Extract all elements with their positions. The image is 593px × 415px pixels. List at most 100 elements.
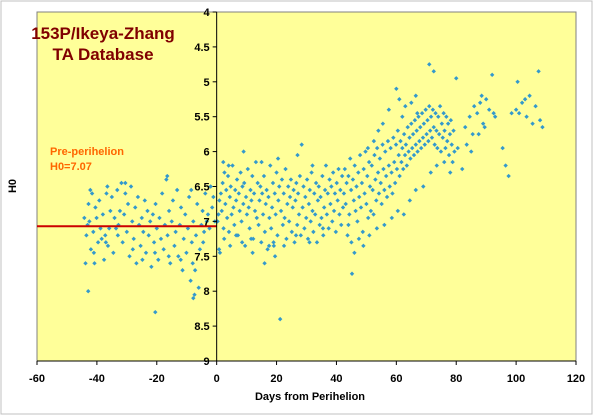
data-point	[364, 201, 369, 207]
data-point	[359, 180, 365, 186]
data-point	[362, 191, 367, 196]
data-point	[374, 198, 379, 203]
data-point	[403, 104, 408, 109]
y-tick-label: 8	[204, 286, 210, 298]
data-point	[427, 62, 432, 67]
x-axis-title: Days from Perihelion	[255, 391, 365, 403]
data-point	[361, 243, 366, 249]
data-point	[191, 219, 196, 224]
data-point	[394, 86, 399, 91]
data-point	[230, 163, 235, 168]
data-point	[261, 173, 267, 179]
data-point	[252, 208, 258, 214]
data-point	[451, 128, 456, 133]
data-point	[401, 166, 406, 172]
x-tick-label: 20	[270, 373, 282, 385]
data-point	[406, 149, 411, 154]
data-point	[311, 229, 316, 235]
data-point	[115, 233, 121, 238]
data-point	[386, 107, 392, 112]
data-point	[97, 198, 102, 203]
data-point	[87, 219, 92, 224]
data-point	[280, 222, 286, 228]
data-point	[331, 208, 337, 214]
data-point	[211, 194, 216, 200]
data-point	[186, 194, 192, 200]
data-point	[442, 159, 447, 165]
data-point	[348, 187, 354, 193]
data-point	[169, 219, 174, 224]
data-point	[391, 135, 396, 140]
data-point	[244, 212, 250, 217]
data-point	[432, 142, 437, 147]
data-point	[243, 194, 249, 200]
data-point	[253, 159, 259, 165]
data-point	[390, 191, 395, 196]
data-point	[241, 149, 246, 154]
data-point	[374, 145, 380, 151]
data-point	[286, 219, 292, 224]
data-point	[189, 187, 194, 193]
data-point	[353, 208, 358, 214]
data-point	[363, 149, 368, 154]
data-point	[251, 191, 257, 196]
data-point	[293, 198, 298, 203]
data-point	[396, 152, 401, 158]
data-point	[375, 170, 381, 175]
data-point	[449, 142, 454, 147]
data-point	[257, 198, 262, 203]
data-point	[358, 205, 364, 210]
data-point	[405, 124, 410, 130]
data-point	[415, 111, 420, 116]
data-point	[374, 226, 380, 231]
data-point	[128, 184, 134, 189]
data-point	[267, 215, 272, 221]
data-point	[323, 163, 329, 168]
data-point	[239, 240, 245, 245]
data-point	[313, 180, 319, 186]
data-point	[392, 180, 398, 186]
y-tick-label: 4.5	[194, 42, 209, 54]
data-point	[221, 236, 227, 242]
data-point	[233, 187, 238, 193]
data-point	[168, 261, 173, 266]
data-point	[386, 163, 392, 168]
data-point	[415, 149, 420, 154]
y-axis-ticks: 4 4.5 5 5.5 6 6.5 7 7.5 8 8.5 9	[194, 7, 217, 368]
data-point	[389, 215, 395, 221]
y-tick-label: 5.5	[194, 112, 209, 124]
data-point	[289, 229, 295, 235]
data-point	[221, 226, 226, 231]
data-point	[140, 257, 145, 262]
data-point	[515, 79, 520, 84]
data-point	[196, 285, 201, 290]
data-point	[89, 191, 95, 196]
data-point	[293, 233, 299, 238]
data-point	[310, 208, 315, 214]
data-point	[370, 187, 375, 193]
data-point	[241, 201, 246, 207]
data-point	[325, 191, 330, 196]
data-point	[157, 215, 162, 221]
data-point	[310, 163, 315, 168]
data-point	[430, 107, 436, 112]
data-point	[131, 236, 136, 242]
data-point	[327, 177, 332, 182]
data-point	[500, 145, 505, 151]
data-point	[464, 142, 469, 147]
data-point	[112, 215, 117, 221]
data-point	[383, 173, 389, 179]
data-point	[450, 159, 455, 165]
data-point	[411, 152, 417, 158]
data-point	[268, 226, 274, 231]
data-point	[260, 212, 266, 217]
data-point	[407, 198, 413, 203]
data-point	[218, 191, 224, 196]
data-point	[298, 233, 304, 238]
data-point	[491, 111, 496, 116]
data-point	[146, 233, 151, 238]
data-point	[245, 166, 251, 172]
data-point	[172, 243, 177, 249]
data-point	[84, 233, 89, 238]
